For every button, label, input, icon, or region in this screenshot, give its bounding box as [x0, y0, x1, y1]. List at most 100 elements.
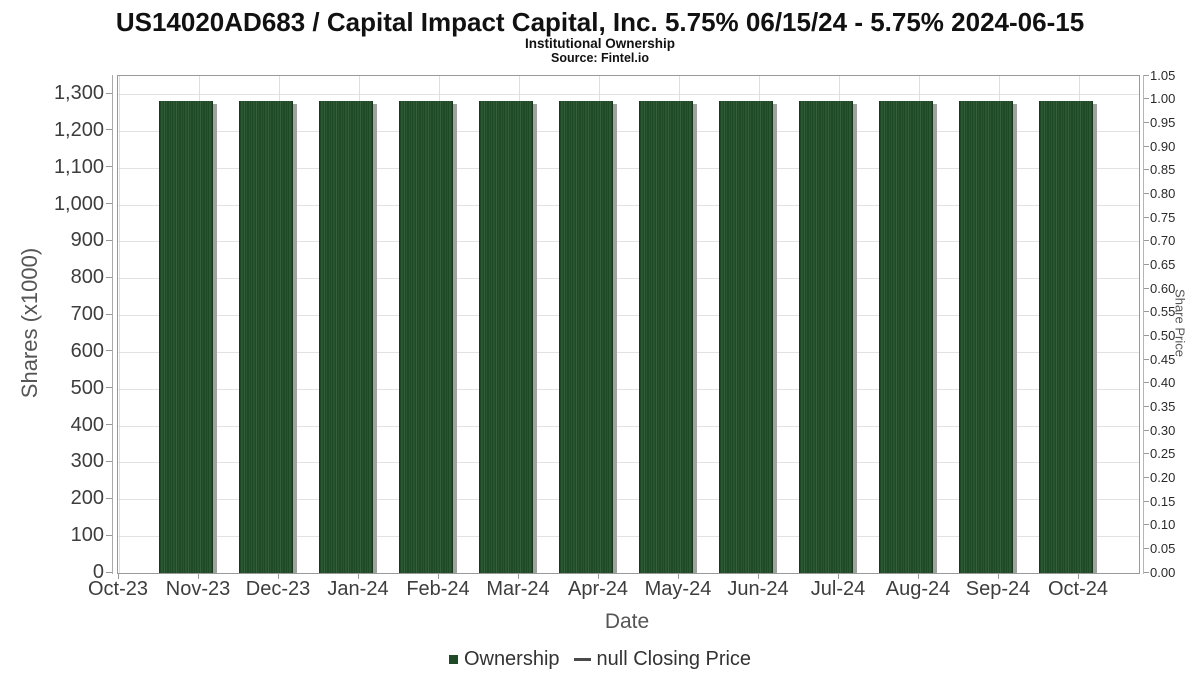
ownership-bar[interactable] — [879, 101, 933, 573]
gridline-horizontal — [118, 204, 1139, 206]
y-axis-right-tick-label: 0.25 — [1150, 446, 1176, 462]
y-axis-right-tick — [1144, 382, 1149, 384]
ownership-bar[interactable] — [1039, 101, 1093, 573]
x-axis-tick — [1077, 573, 1079, 579]
ownership-bar[interactable] — [639, 101, 693, 573]
y-axis-left-tick-label: 0 — [92, 561, 104, 583]
y-axis-left-tick — [106, 92, 112, 94]
y-axis-right-tick-label: 0.20 — [1150, 469, 1176, 485]
x-axis-tick-label: Oct-23 — [87, 578, 149, 600]
y-axis-left-tick-label: 700 — [70, 303, 104, 326]
ownership-bar[interactable] — [399, 101, 453, 573]
y-axis-right-tick-label: 0.45 — [1150, 351, 1176, 367]
x-axis-tick — [997, 573, 999, 579]
y-axis-left-tick-label: 500 — [70, 376, 104, 399]
x-axis-tick — [517, 573, 519, 579]
gridline-horizontal — [118, 241, 1139, 243]
left-axis-line — [112, 75, 113, 574]
x-axis-tick-label: Jun-24 — [727, 578, 789, 600]
y-axis-left-tick — [106, 497, 112, 499]
x-axis-tick — [437, 573, 439, 579]
y-axis-left-tick-label: 1,200 — [53, 118, 104, 141]
y-axis-left-tick-label: 1,300 — [53, 82, 104, 105]
y-axis-left-tick-label: 100 — [70, 524, 104, 547]
right-axis-line — [1143, 75, 1144, 574]
x-axis-tick-label: Jan-24 — [327, 578, 389, 600]
y-axis-right-tick-label: 0.75 — [1150, 209, 1176, 225]
gridline-horizontal — [118, 388, 1139, 390]
x-axis-tick — [117, 573, 119, 579]
x-axis-tick-label: Dec-23 — [245, 578, 311, 600]
y-axis-right-tick — [1144, 121, 1149, 123]
y-axis-right-tick — [1144, 216, 1149, 218]
y-axis-right-tick-label: 0.85 — [1150, 162, 1176, 178]
y-axis-right-tick — [1144, 192, 1149, 194]
y-axis-right-tick-label: 0.30 — [1150, 422, 1176, 438]
x-axis-tick-label: Mar-24 — [486, 578, 550, 600]
y-axis-left-tick-label: 600 — [70, 339, 104, 362]
y-axis-right-tick — [1144, 287, 1149, 289]
y-axis-right-tick-label: 1.00 — [1150, 91, 1176, 107]
chart-source-label: Source: Fintel.io — [551, 51, 649, 65]
y-axis-left-tick-label: 1,000 — [53, 192, 104, 215]
gridline-horizontal — [118, 315, 1139, 317]
y-axis-right-tick — [1144, 547, 1149, 549]
x-axis-tick — [757, 573, 759, 579]
ownership-bar[interactable] — [239, 101, 293, 573]
ownership-bar[interactable] — [799, 101, 853, 573]
x-axis-tick — [357, 573, 359, 579]
ownership-bar[interactable] — [319, 101, 373, 573]
ownership-bar[interactable] — [159, 101, 213, 573]
y-axis-left-tick-label: 200 — [70, 487, 104, 510]
y-axis-right-tick — [1144, 240, 1149, 242]
y-axis-right-tick — [1144, 571, 1149, 573]
y-axis-right-tick — [1144, 453, 1149, 455]
y-axis-left-tick — [106, 313, 112, 315]
ownership-bar[interactable] — [959, 101, 1013, 573]
y-axis-left-tick — [106, 239, 112, 241]
y-axis-right-tick — [1144, 476, 1149, 478]
gridline-horizontal — [118, 167, 1139, 169]
legend: Ownership null Closing Price — [0, 646, 1200, 672]
y-axis-left-tick — [106, 350, 112, 352]
y-axis-right-tick-label: 0.40 — [1150, 375, 1176, 391]
y-axis-right-tick-label: 0.55 — [1150, 304, 1176, 320]
y-axis-left-tick — [106, 387, 112, 389]
y-axis-right-tick-label: 0.65 — [1150, 256, 1176, 272]
x-axis-tick-label: Oct-24 — [1047, 578, 1109, 600]
ownership-bar[interactable] — [719, 101, 773, 573]
y-axis-right-tick — [1144, 429, 1149, 431]
y-axis-right-tick — [1144, 263, 1149, 265]
y-axis-right-tick-label: 0.95 — [1150, 114, 1176, 130]
ownership-bar[interactable] — [479, 101, 533, 573]
x-axis-tick — [277, 573, 279, 579]
x-axis-tick-label: Aug-24 — [885, 578, 951, 600]
x-axis-tick — [917, 573, 919, 579]
gridline-horizontal — [118, 278, 1139, 280]
y-axis-left-tick — [106, 460, 112, 462]
gridline-horizontal — [118, 536, 1139, 538]
closing-price-legend-line-icon — [573, 657, 591, 661]
ownership-bar[interactable] — [559, 101, 613, 573]
y-axis-left-tick-label: 300 — [70, 450, 104, 473]
legend-label-closing-price: null Closing Price — [596, 647, 752, 670]
y-axis-right-tick-label: 0.50 — [1150, 327, 1176, 343]
y-axis-right-tick-label: 0.35 — [1150, 398, 1176, 414]
y-axis-right-tick — [1144, 405, 1149, 407]
y-axis-right-tick-label: 0.90 — [1150, 138, 1176, 154]
plot-area — [117, 75, 1140, 574]
y-axis-right-tick — [1144, 358, 1149, 360]
y-axis-left-tick-label: 1,100 — [53, 155, 104, 178]
y-axis-right-tick — [1144, 145, 1149, 147]
y-axis-right-tick — [1144, 334, 1149, 336]
chart-title: US14020AD683 / Capital Impact Capital, I… — [115, 7, 1085, 37]
y-axis-left-tick — [106, 129, 112, 131]
x-axis-tick — [197, 573, 199, 579]
x-axis-tick-label: Jul-24 — [810, 578, 866, 600]
y-axis-right-tick-label: 0.70 — [1150, 233, 1176, 249]
y-axis-left-tick — [106, 534, 112, 536]
x-axis-tick — [677, 573, 679, 579]
y-axis-right-tick — [1144, 500, 1149, 502]
x-axis-tick — [837, 573, 839, 579]
